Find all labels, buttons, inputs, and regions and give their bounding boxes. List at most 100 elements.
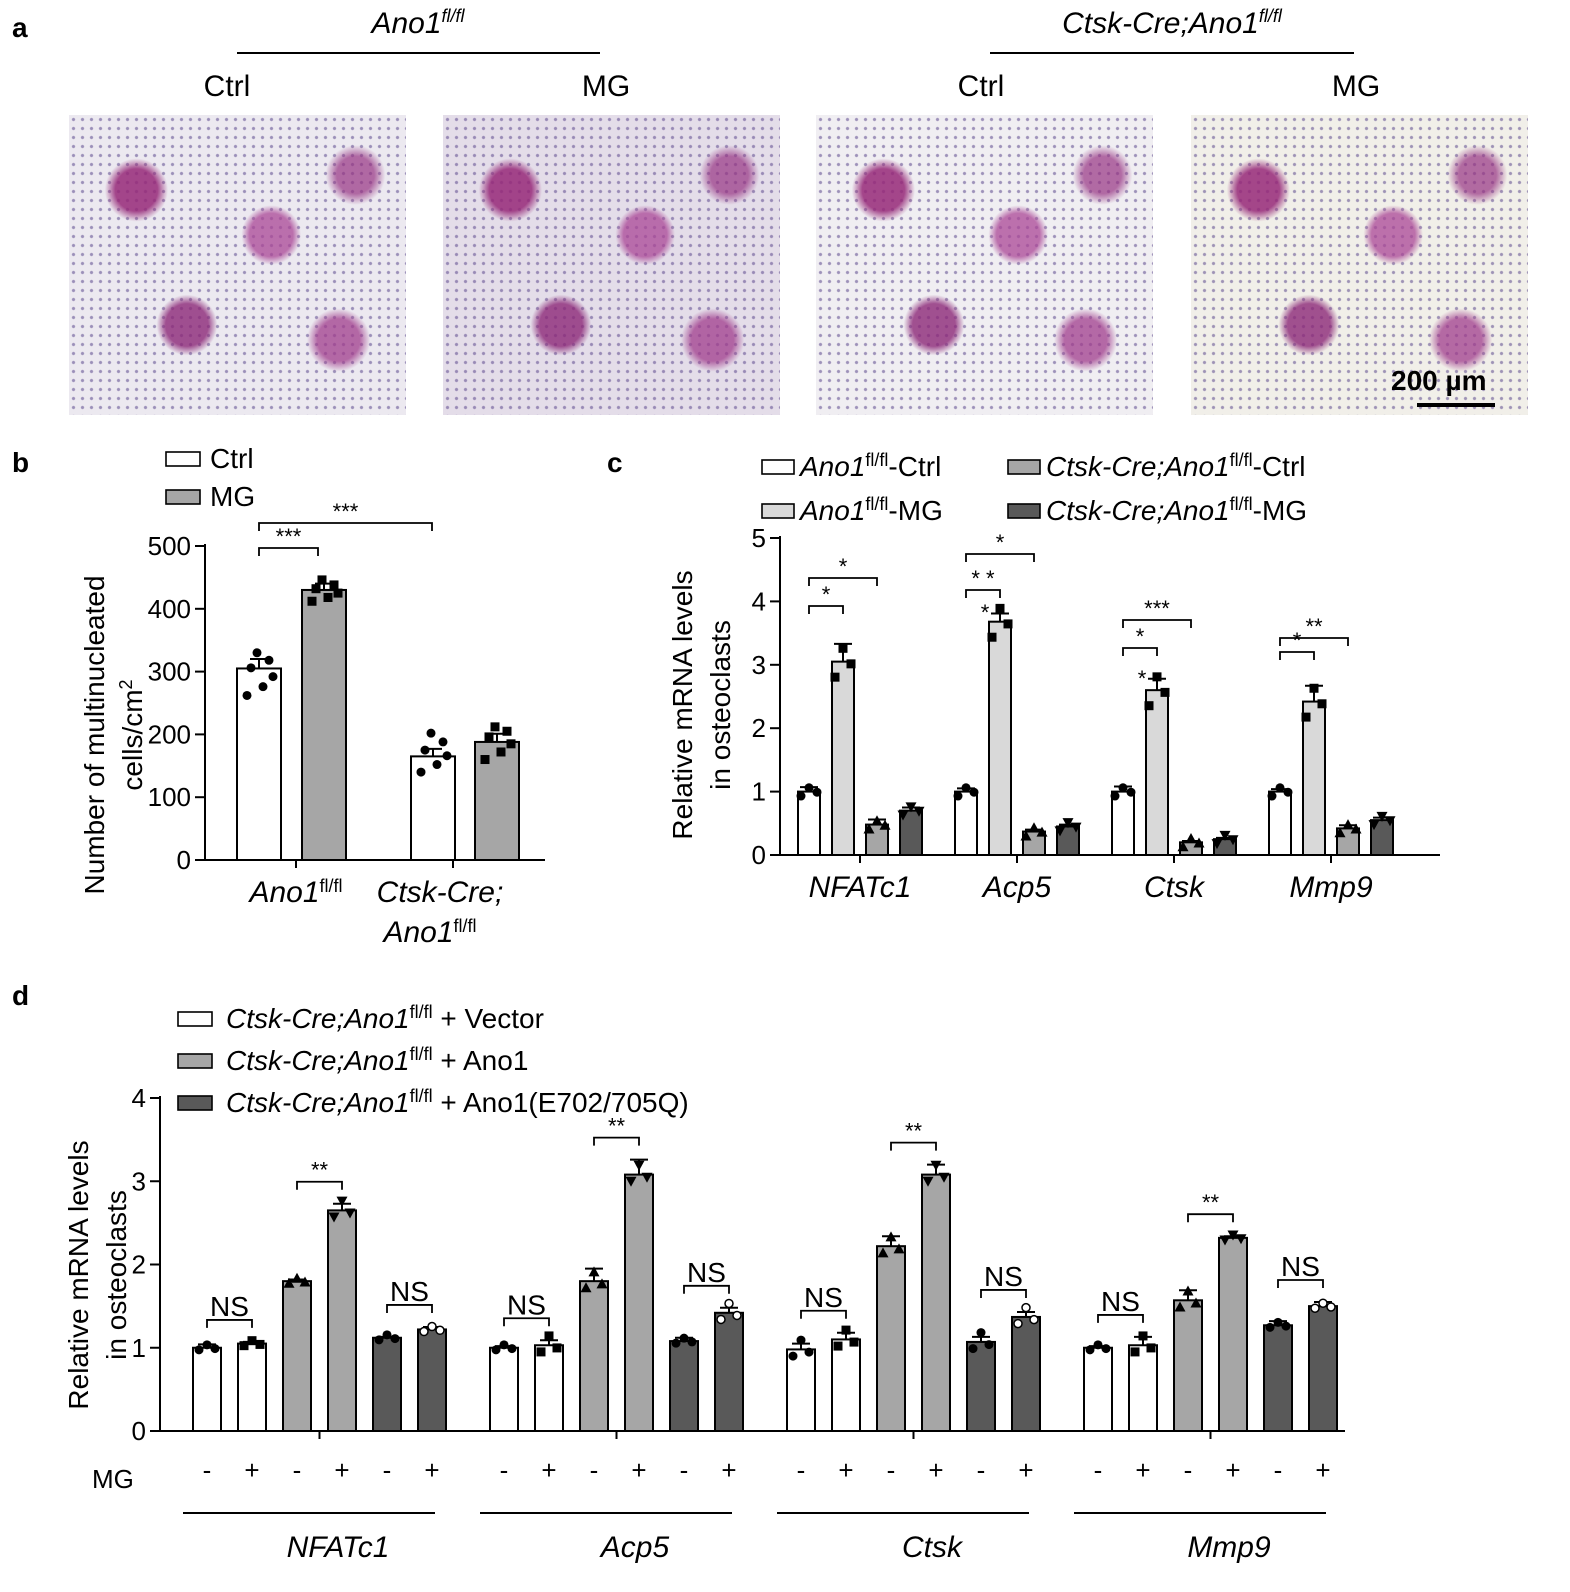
data-point <box>1267 791 1277 801</box>
data-point <box>438 737 448 747</box>
data-point <box>633 1160 645 1171</box>
sig-bracket <box>206 1319 253 1328</box>
x-category-label: Acp5 <box>981 871 1052 904</box>
data-point <box>1070 822 1082 833</box>
legend-label: Ctsk-Cre;Ano1fl/fl + Ano1 <box>226 1044 528 1076</box>
data-point <box>1376 811 1388 822</box>
legend-swatch <box>761 503 795 519</box>
data-point <box>194 1345 204 1355</box>
data-point <box>336 1196 348 1207</box>
sig-bracket-label: ** <box>311 1158 329 1183</box>
mg-sign: - <box>1094 1455 1103 1485</box>
data-point <box>1144 701 1154 711</box>
data-point <box>291 1272 303 1283</box>
data-point <box>641 1172 653 1183</box>
data-point <box>1146 1343 1156 1353</box>
sig-bracket <box>808 605 844 614</box>
data-point <box>1021 1302 1031 1313</box>
data-point <box>922 1176 934 1187</box>
panel-a-group-line-cko <box>990 52 1354 54</box>
bar <box>1111 790 1135 857</box>
sig-bracket-label: NS <box>804 1282 843 1313</box>
bar-mg <box>301 588 347 862</box>
data-point <box>1384 816 1396 827</box>
scale-bar-label: 200 µm <box>1391 365 1487 396</box>
x-category-label: NFATc1 <box>287 1531 390 1564</box>
sig-bracket-label: NS <box>210 1291 249 1322</box>
sig-bracket <box>1097 1314 1144 1323</box>
bar <box>1302 700 1326 856</box>
data-point <box>830 672 840 682</box>
panel-a-condition-label: Ctrl <box>203 70 251 103</box>
data-point <box>1326 1302 1336 1312</box>
data-point <box>838 643 848 653</box>
bar <box>831 1338 861 1432</box>
bar-ctrl <box>236 667 282 861</box>
bar <box>1011 1315 1041 1433</box>
data-point <box>1118 783 1128 793</box>
panel-d-chart: 0 1 2 3 4 Relative mRNA levels in osteoclasts C… <box>63 1002 1345 1564</box>
y-tick-label: 4 <box>132 1083 146 1113</box>
data-point <box>432 760 442 770</box>
data-point <box>833 1341 843 1351</box>
panel-label-a: a <box>12 12 28 43</box>
data-point <box>480 755 490 765</box>
sig-bracket-label: * <box>996 530 1005 555</box>
data-point <box>1190 1297 1202 1308</box>
sig-bracket-label: *** <box>276 524 302 549</box>
data-point <box>246 663 256 673</box>
data-point <box>239 1341 249 1351</box>
mg-sign: + <box>244 1455 259 1485</box>
data-point <box>252 648 262 658</box>
data-point <box>1273 1317 1283 1327</box>
data-point <box>242 690 252 700</box>
data-point <box>484 732 494 742</box>
mg-row-label: MG <box>92 1464 134 1494</box>
mg-sign: + <box>1315 1455 1330 1485</box>
panel-a-group-line-wt <box>237 52 600 54</box>
bar <box>327 1209 357 1432</box>
data-point <box>1028 822 1040 833</box>
y-tick-label: 0 <box>132 1416 146 1446</box>
sig-bracket <box>1122 619 1192 628</box>
data-point <box>1265 1322 1275 1332</box>
sig-bracket <box>1279 637 1349 646</box>
sig-bracket-label: NS <box>984 1261 1023 1292</box>
panel-label-c: c <box>607 447 623 478</box>
bar <box>1083 1346 1113 1432</box>
y-axis-label-line2: in osteoclasts <box>705 620 736 790</box>
panel-a-group-title-cko: Ctsk-Cre;Ano1fl/fl <box>1062 6 1282 40</box>
legend-label: Ano1fl/fl-MG <box>798 494 943 526</box>
bar <box>714 1311 744 1432</box>
sig-bracket <box>965 553 1035 562</box>
data-point <box>671 1338 681 1348</box>
data-point <box>804 783 814 793</box>
legend-swatch-ctrl <box>165 451 201 467</box>
panel-label-d: d <box>12 980 30 1011</box>
bar <box>1145 689 1169 856</box>
micrograph-wt-ctrl <box>69 115 406 415</box>
y-axis-label-line2: in osteoclasts <box>101 1190 132 1360</box>
legend-label: Ctsk-Cre;Ano1fl/fl-Ctrl <box>1046 450 1306 482</box>
sig-mark: * <box>1138 666 1147 691</box>
bar <box>1218 1236 1248 1432</box>
data-point <box>1013 1318 1023 1329</box>
data-point <box>420 745 430 755</box>
data-point <box>1301 712 1311 722</box>
data-point <box>1342 819 1354 830</box>
legend-label: Ano1fl/fl-Ctrl <box>798 450 941 482</box>
mg-sign: - <box>203 1455 212 1485</box>
bar <box>237 1342 267 1432</box>
data-point <box>416 767 426 777</box>
mg-sign: - <box>1274 1455 1283 1485</box>
sig-bracket <box>386 1304 433 1313</box>
y-tick-label: 300 <box>148 657 191 687</box>
y-tick-label: 2 <box>132 1250 146 1280</box>
data-point <box>913 806 925 817</box>
mg-sign: - <box>383 1455 392 1485</box>
data-point <box>311 584 321 594</box>
sig-bracket-label: NS <box>1101 1286 1140 1317</box>
data-point <box>1309 683 1319 693</box>
data-point <box>419 1326 429 1337</box>
y-tick-label: 200 <box>148 719 191 749</box>
